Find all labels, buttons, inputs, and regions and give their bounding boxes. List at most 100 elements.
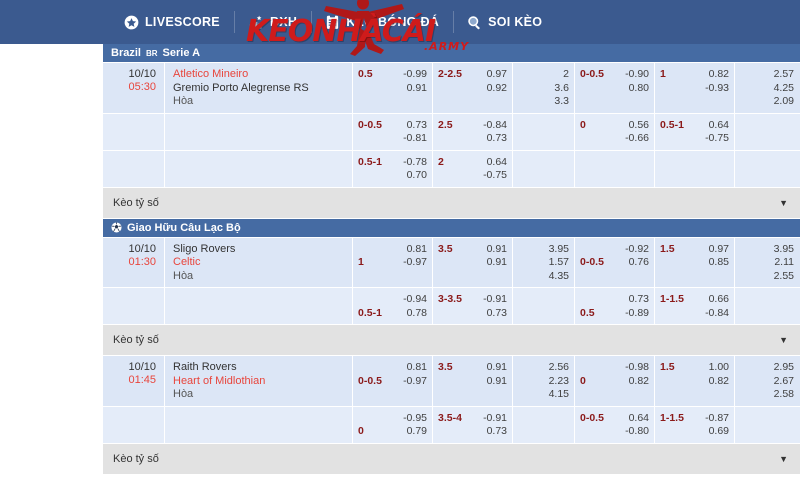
chevron-down-icon[interactable]: ▼: [779, 453, 788, 464]
home-team-name[interactable]: Atletico Mineiro: [173, 68, 249, 80]
odds-cell[interactable]: [735, 114, 799, 150]
odds-line: 4.25: [740, 82, 794, 96]
odds-cell[interactable]: 1-1.5 -0.87 0.69: [655, 406, 735, 443]
soccer-ball-icon: [111, 222, 122, 233]
handicap-value: 2: [438, 155, 444, 168]
odds-cell[interactable]: 3.5-4 -0.91 0.73: [433, 406, 513, 443]
price-value: -0.92: [625, 242, 649, 255]
odds-cell[interactable]: -0.95 0 0.79: [353, 406, 433, 443]
odds-line: -0.98: [580, 361, 649, 375]
odds-cell[interactable]: 1.5 1.00 0.82: [655, 356, 735, 406]
price-value: 0.92: [486, 81, 507, 94]
away-team-name[interactable]: Heart of Midlothian: [173, 374, 266, 387]
odds-line: 1 0.82: [660, 68, 729, 82]
price-value: 0.91: [406, 81, 427, 94]
chevron-down-icon[interactable]: ▼: [779, 335, 788, 345]
price-value: 0.80: [628, 81, 649, 94]
odds-cell[interactable]: [513, 113, 575, 150]
odds-line: 0 0.82: [580, 375, 649, 389]
odds-cell[interactable]: 0 0.56 -0.66: [575, 113, 655, 150]
odds-cell[interactable]: 2 0.64 -0.75: [433, 150, 513, 187]
nav-item-keo-bong-da[interactable]: KÈO BÓNG ĐÁ: [311, 0, 453, 44]
bar-chart-icon: [248, 15, 264, 30]
price-value: 0.69: [708, 425, 729, 437]
match-kickoff-time: 05:30: [128, 81, 156, 93]
price-value: 0.66: [708, 293, 729, 305]
chevron-down-icon[interactable]: ▼: [779, 197, 788, 208]
collapse-bar[interactable]: Kèo tỷ số ▼: [103, 325, 800, 356]
odds-line: 2.11: [740, 256, 794, 270]
match-time-cell: [103, 288, 165, 324]
odds-cell[interactable]: [735, 288, 799, 324]
odds-cell[interactable]: 1 0.82 -0.93: [655, 63, 735, 113]
home-team-name[interactable]: Sligo Rovers: [173, 242, 236, 255]
odds-line: 2.23: [518, 375, 569, 389]
price-value: 3.6: [554, 81, 569, 94]
odds-cell[interactable]: 0.81 1 -0.97: [353, 237, 433, 287]
odds-cell[interactable]: 3.95 2.11 2.55: [735, 238, 799, 288]
odds-cell[interactable]: 2.56 2.23 4.15: [513, 356, 575, 406]
nav-item-bxh[interactable]: BXH: [233, 0, 311, 44]
price-value: 2.58: [773, 388, 794, 400]
price-value: 0.64: [628, 411, 649, 424]
odds-line: [438, 270, 507, 284]
odds-cell[interactable]: -0.98 0 0.82: [575, 356, 655, 406]
odds-cell[interactable]: 3.95 1.57 4.35: [513, 237, 575, 287]
odds-cell[interactable]: 0-0.5 0.73 -0.81: [353, 113, 433, 150]
price-value: 2.57: [773, 68, 794, 80]
odds-cell[interactable]: 1.5 0.97 0.85: [655, 237, 735, 287]
odds-cell[interactable]: 3-3.5 -0.91 0.73: [433, 288, 513, 324]
odds-cell[interactable]: [513, 406, 575, 443]
odds-cell[interactable]: [575, 150, 655, 187]
odds-cell[interactable]: 0.5-1 -0.78 0.70: [353, 150, 433, 187]
odds-cell[interactable]: 2 3.6 3.3: [513, 63, 575, 113]
handicap-value: 0: [580, 374, 586, 387]
odds-cell[interactable]: 0.81 0-0.5 -0.97: [353, 356, 433, 406]
odds-cell[interactable]: -0.92 0-0.5 0.76: [575, 237, 655, 287]
odds-line: [518, 156, 569, 170]
collapse-bar[interactable]: Kèo tỷ số ▼: [103, 443, 800, 475]
odds-line: 1-1.5 -0.87: [660, 412, 729, 426]
nav-item-livescore[interactable]: LIVESCORE: [110, 0, 234, 44]
odds-cell[interactable]: [513, 288, 575, 324]
odds-cell[interactable]: [655, 150, 735, 187]
league-header-2[interactable]: Giao Hữu Câu Lạc Bộ: [103, 218, 800, 238]
league-header-1[interactable]: Brazil BR Serie A: [103, 44, 800, 63]
odds-line: 2 0.64: [438, 156, 507, 170]
odds-cell[interactable]: 0-0.5 0.64 -0.80: [575, 406, 655, 443]
odds-line: [438, 95, 507, 109]
odds-cell[interactable]: [735, 407, 799, 443]
collapse-bar[interactable]: Kèo tỷ số ▼: [103, 187, 800, 219]
nav-item-soi-keo[interactable]: SOI KÈO: [453, 0, 556, 44]
odds-cell[interactable]: 3.5 0.91 0.91: [433, 356, 513, 406]
odds-cell[interactable]: 1-1.5 0.66 -0.84: [655, 288, 735, 324]
odds-line: [660, 169, 729, 183]
collapse-label: Kèo tỷ số: [113, 452, 159, 465]
collapse-label: Kèo tỷ số: [113, 196, 159, 209]
odds-line: 0.91: [438, 375, 507, 389]
odds-cell[interactable]: [735, 151, 799, 187]
nav-label-keo-bong-da: KÈO BÓNG ĐÁ: [346, 15, 440, 29]
price-value: 0.91: [486, 256, 507, 268]
odds-cell[interactable]: 2.57 4.25 2.09: [735, 63, 799, 113]
odds-cell[interactable]: -0.94 0.5-1 0.78: [353, 288, 433, 324]
odds-cell[interactable]: 2-2.5 0.97 0.92: [433, 63, 513, 113]
odds-cell[interactable]: 0.5 -0.99 0.91: [353, 63, 433, 113]
away-team-name[interactable]: Celtic: [173, 256, 201, 268]
odds-cell[interactable]: 0.73 0.5 -0.89: [575, 288, 655, 324]
odds-line: 4.35: [518, 270, 569, 284]
odds-cell[interactable]: 0.5-1 0.64 -0.75: [655, 113, 735, 150]
odds-cell[interactable]: 3.5 0.91 0.91: [433, 237, 513, 287]
odds-cell[interactable]: 2.95 2.67 2.58: [735, 356, 799, 406]
odds-cell[interactable]: 2.5 -0.84 0.73: [433, 113, 513, 150]
odds-cell[interactable]: [513, 150, 575, 187]
away-team-name[interactable]: Gremio Porto Alegrense RS: [173, 81, 309, 94]
home-team-name[interactable]: Raith Rovers: [173, 361, 237, 373]
odds-line: [660, 95, 729, 109]
odds-line: [740, 169, 794, 183]
odds-cell[interactable]: 0-0.5 -0.90 0.80: [575, 63, 655, 113]
handicap-value: 0-0.5: [358, 374, 382, 387]
match-date: 10/10: [128, 68, 156, 80]
odds-line: [518, 425, 569, 439]
